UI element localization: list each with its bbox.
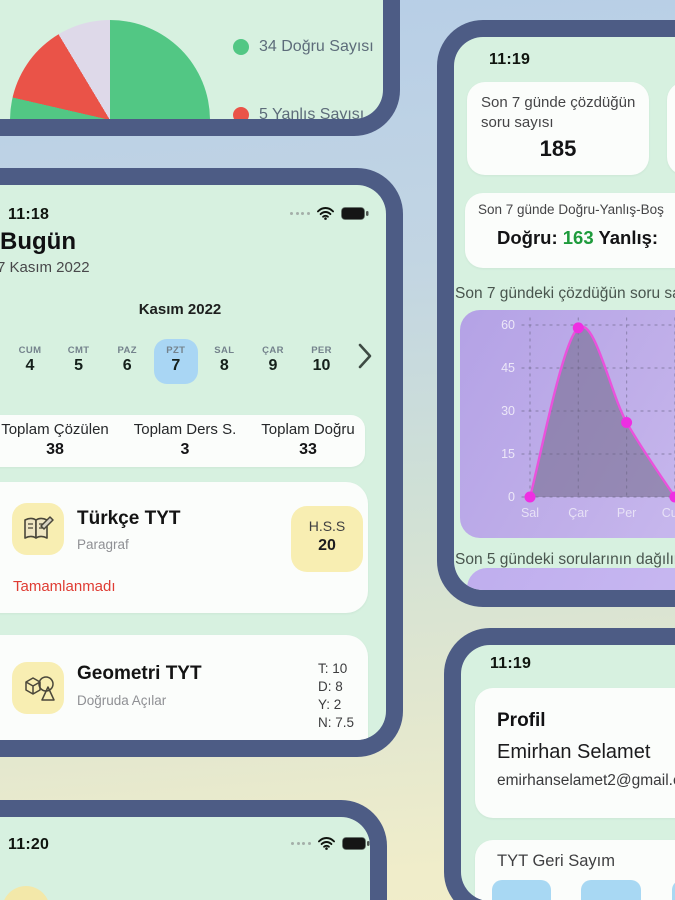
task-status: Tamamlanmadı [13,578,116,595]
phone-frame-stats: 34 Doğru Sayısı 5 Yanlış Sayısı [0,0,400,136]
calendar-day[interactable]: PER 10 [311,345,332,374]
phone-frame-extra: 11:20 [0,800,387,900]
status-time: 11:20 [8,836,50,853]
calendar-day[interactable]: ÇAR 9 [262,345,284,374]
page-title: Bugün [0,228,76,255]
countdown-title: TYT Geri Sayım [497,852,615,870]
cellular-signal-icon [291,842,311,845]
target-badge-value: 20 [318,537,336,554]
subject-icon-placeholder [2,886,50,900]
svg-text:60: 60 [501,318,515,332]
correct-wrong-card: Son 7 günde Doğru-Yanlış-Boş Doğru: 163 … [465,193,675,268]
status-time: 11:19 [490,655,532,672]
status-time: 11:19 [489,51,531,68]
phone-frame-weekly: 11:19 Son 7 günde çözdüğün soru sayısı 1… [437,20,675,607]
stats-screen: 34 Doğru Sayısı 5 Yanlış Sayısı [0,0,383,119]
task-subtitle: Paragraf [77,537,129,552]
profile-email: emirhanselamet2@gmail.com [497,772,675,789]
distribution-chart-card-peek [467,568,675,590]
legend-label-correct: 34 Doğru Sayısı [259,38,374,55]
legend-label-wrong: 5 Yanlış Sayısı [259,106,365,119]
svg-text:0: 0 [508,490,515,504]
extra-screen: 11:20 [0,817,370,900]
target-badge-label: H.S.S [308,518,346,534]
svg-text:30: 30 [501,404,515,418]
current-date: 7 Kasım 2022 [0,259,90,276]
calendar-day[interactable]: PZT 7 [153,339,198,384]
countdown-box-3 [672,880,675,900]
legend-item-wrong: 5 Yanlış Sayısı [233,106,364,119]
weekly-screen: 11:19 Son 7 günde çözdüğün soru sayısı 1… [454,37,675,590]
pie-chart [10,20,210,119]
weekly-count-value: 185 [539,136,577,161]
phone-frame-profile: 11:19 Profil Emirhan Selamet emirhansela… [444,628,675,900]
svg-text:Per: Per [617,506,636,520]
task-card-geometri[interactable]: Geometri TYT Doğruda Açılar T: 10 D: 8 Y… [0,635,368,740]
task-title: Türkçe TYT [77,508,181,529]
svg-text:Cum: Cum [662,506,675,520]
status-icons [290,207,369,220]
legend-dot-wrong [233,107,249,119]
wrong-prefix: Yanlış: [598,227,659,248]
battery-icon [341,837,369,850]
profile-title: Profil [497,710,546,731]
phone-frame-today: 11:18 Bugün 7 Kasım 2022 Kasım 2022 CUM 4… [0,168,403,757]
profile-screen: 11:19 Profil Emirhan Selamet emirhansela… [461,645,675,900]
calendar-next-icon[interactable] [358,343,372,374]
summary-correct: Toplam Doğru 33 [261,421,355,458]
book-pencil-icon [12,503,64,555]
next-stat-card-peek [667,82,675,175]
cellular-signal-icon [290,212,310,215]
calendar-day[interactable]: PAZ 6 [117,345,137,374]
correct-wrong-values: Doğru: 163 Yanlış: [497,227,658,249]
weekly-line-chart-card: 0 15 30 45 60 Sal Çar Per Cum [460,310,675,538]
task-title: Geometri TYT [77,663,202,684]
profile-name: Emirhan Selamet [497,741,651,763]
summary-lessons: Toplam Ders S. 3 [133,421,237,458]
svg-text:45: 45 [501,361,515,375]
countdown-card: TYT Geri Sayım [475,840,675,900]
summary-solved: Toplam Çözülen 38 [1,421,109,458]
task-subtitle: Doğruda Açılar [77,693,167,708]
today-screen: 11:18 Bugün 7 Kasım 2022 Kasım 2022 CUM 4… [0,185,386,740]
battery-icon [340,207,368,220]
daily-summary-card: Toplam Çözülen 38 Toplam Ders S. 3 Toplam … [0,415,365,467]
geometry-shapes-icon [12,662,64,714]
calendar-day[interactable]: SAL 8 [214,345,235,374]
calendar-day[interactable]: CMT 5 [67,345,90,374]
countdown-box-1 [492,880,551,900]
wifi-icon [316,207,334,220]
target-badge: H.S.S 20 [291,506,363,572]
wifi-icon [317,837,335,850]
status-time: 11:18 [8,206,50,223]
correct-value: 163 [562,227,594,248]
status-icons [291,837,370,850]
task-card-turkce[interactable]: Türkçe TYT Paragraf Tamamlanmadı H.S.S 2… [0,482,368,613]
countdown-box-2 [581,880,641,900]
weekly-line-chart: 0 15 30 45 60 Sal Çar Per Cum [501,317,675,520]
weekly-chart-heading: Son 7 gündeki çözdüğün soru sayısı [455,285,675,302]
svg-text:Çar: Çar [568,506,588,520]
weekly-count-label: Son 7 günde çözdüğün soru sayısı [481,94,636,131]
calendar-day[interactable]: CUM 4 [18,345,42,374]
calendar-week-row: CUM 4 CMT 5 PAZ 6 PZT 7 SAL 8 ÇAR 9 PER 10 [8,339,344,384]
profile-card: Profil Emirhan Selamet emirhanselamet2@g… [475,688,675,818]
svg-text:15: 15 [501,447,515,461]
calendar-month-label: Kasım 2022 [138,301,222,318]
task-result-stats: T: 10 D: 8 Y: 2 N: 7.5 [318,661,355,730]
correct-prefix: Doğru: [497,227,558,248]
weekly-count-card: Son 7 günde çözdüğün soru sayısı 185 [467,82,649,175]
correct-wrong-label: Son 7 günde Doğru-Yanlış-Boş [478,202,664,217]
legend-item-correct: 34 Doğru Sayısı [233,38,374,56]
svg-text:Sal: Sal [521,506,539,520]
legend-dot-correct [233,39,249,55]
distribution-heading: Son 5 gündeki sorularının dağılımı [455,551,675,568]
